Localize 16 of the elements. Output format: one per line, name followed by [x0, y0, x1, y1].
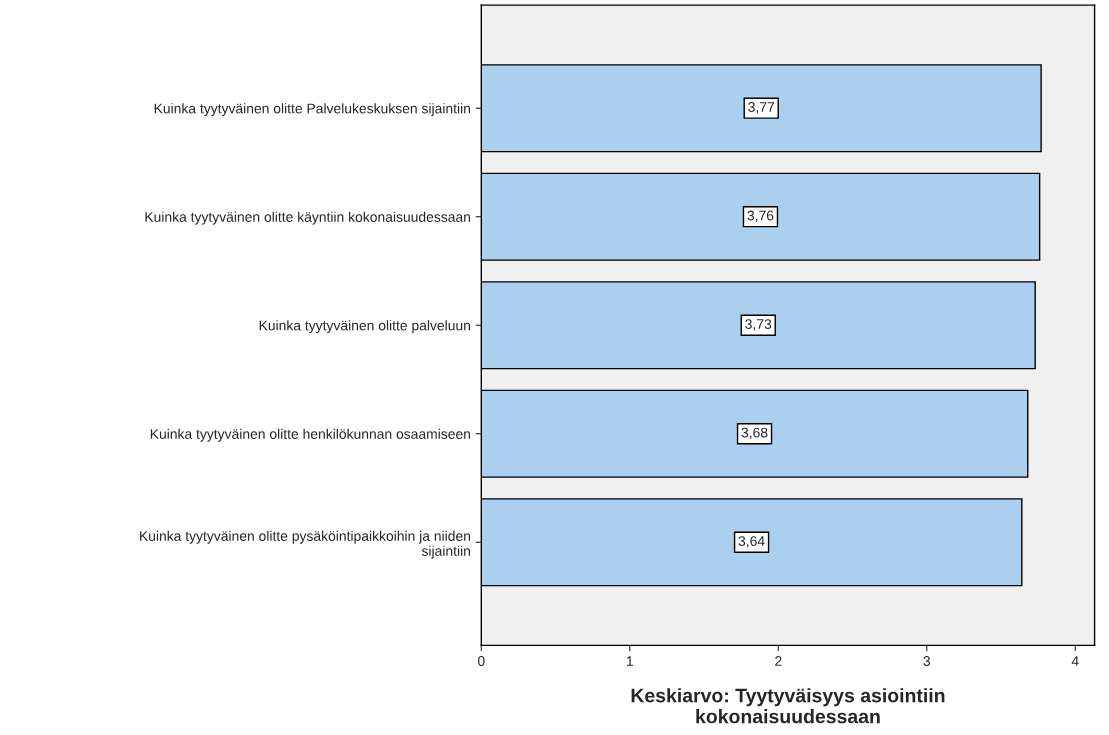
y-tick-label: Kuinka tyytyväinen olitte pysäköintipaikkoihin ja niiden sijaintiin [140, 530, 471, 559]
y-tick-label: Kuinka tyytyväinen olitte palveluun [259, 320, 470, 334]
x-tick-label: 2 [775, 656, 782, 666]
x-tick-label: 4 [1071, 656, 1079, 666]
data-label: 3,76 [747, 210, 774, 223]
x-tick-label: 3 [923, 656, 931, 666]
data-label: 3,73 [745, 319, 772, 331]
x-axis-title: Keskiarvo: Tyytyväisyys asiointiin kokonaisuudessaan [631, 688, 945, 724]
data-label: 3,68 [741, 427, 768, 440]
y-tick-label: Kuinka tyytyväinen olitte käyntiin kokonaisuudessaan [145, 211, 471, 225]
x-tick-label: 0 [477, 656, 485, 666]
y-tick-label: Kuinka tyytyväinen olitte Palvelukeskuksen sijaintiin [154, 103, 470, 117]
data-label: 3,64 [738, 536, 765, 548]
x-tick-label: 1 [627, 656, 633, 666]
y-tick-label: Kuinka tyytyväinen olitte henkilökunnan osaamiseen [150, 428, 471, 442]
data-label: 3,77 [748, 102, 775, 114]
